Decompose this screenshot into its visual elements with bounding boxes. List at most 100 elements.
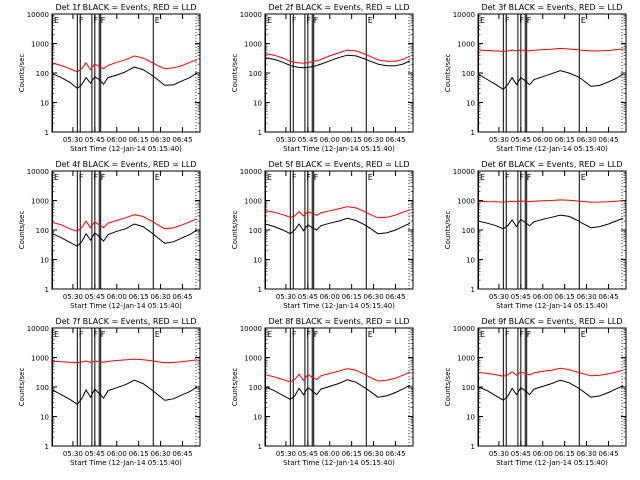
events-series-line (52, 66, 198, 90)
detector-panel: Det 6f BLACK = Events, RED = LLD 1 10 100 10… (444, 160, 627, 310)
x-tick-label: 06:00 (533, 450, 553, 458)
chart-title: Det 9f BLACK = Events, RED = LLD (481, 317, 622, 326)
interval-label: E (581, 173, 586, 182)
x-tick-label: 06:30 (363, 136, 383, 144)
chart-title: Det 6f BLACK = Events, RED = LLD (481, 160, 622, 169)
interval-label: E (267, 16, 272, 25)
y-axis-label: Counts/sec (231, 54, 239, 93)
x-tick-label: 06:30 (150, 293, 170, 301)
x-tick-label: 05:30 (63, 136, 83, 144)
lld-series-line (52, 214, 198, 232)
y-axis-label: Counts/sec (444, 211, 452, 250)
interval-label: E (581, 16, 586, 25)
x-tick-label: 06:00 (533, 293, 553, 301)
interval-label: E (155, 16, 160, 25)
y-tick-label: 1000 (244, 41, 262, 49)
detector-panel: Det 9f BLACK = Events, RED = LLD 1 10 100 10… (444, 317, 627, 467)
plot-frame (264, 170, 414, 290)
plot-frame (264, 327, 414, 447)
lld-series-line (52, 358, 198, 364)
x-tick-label: 06:45 (598, 293, 618, 301)
lld-series-line (265, 49, 411, 64)
x-tick-label: 05:30 (276, 136, 296, 144)
chart-title: Det 8f BLACK = Events, RED = LLD (268, 317, 409, 326)
y-tick-label: 100 (36, 384, 49, 392)
events-series-line (265, 217, 411, 235)
plot-frame (477, 327, 627, 447)
y-tick-label: 1 (258, 443, 262, 451)
interval-label: F (93, 173, 98, 182)
y-tick-label: 1 (258, 286, 262, 294)
interval-label: F (101, 173, 106, 182)
y-axis-label: Counts/sec (231, 368, 239, 407)
interval-label: F (314, 330, 319, 339)
y-tick-label: 10 (466, 100, 475, 108)
x-tick-label: 05:45 (511, 450, 531, 458)
detector-panel: Det 8f BLACK = Events, RED = LLD 1 10 100 10… (231, 317, 414, 467)
lld-series-line (265, 368, 411, 383)
lld-series-line (478, 367, 624, 377)
y-tick-label: 1000 (457, 355, 475, 363)
interval-label: E (480, 330, 485, 339)
interval-label: F (306, 330, 311, 339)
lld-series-line (265, 206, 411, 219)
y-tick-label: 100 (249, 384, 262, 392)
x-tick-label: 05:45 (298, 293, 318, 301)
interval-label: E (368, 173, 373, 182)
y-tick-label: 1 (471, 129, 475, 137)
x-tick-label: 05:30 (489, 293, 509, 301)
x-tick-label: 05:30 (63, 450, 83, 458)
detector-panel: Det 1f BLACK = Events, RED = LLD 1 10 100 10… (18, 3, 201, 153)
interval-label: F (505, 330, 510, 339)
x-tick-label: 06:00 (533, 136, 553, 144)
x-tick-label: 05:45 (298, 450, 318, 458)
plot-frame (477, 13, 627, 133)
y-tick-label: 10 (466, 257, 475, 265)
y-tick-label: 1 (45, 443, 49, 451)
x-tick-label: 06:45 (385, 293, 405, 301)
events-series-line (478, 70, 624, 90)
y-tick-label: 100 (462, 384, 475, 392)
x-tick-label: 05:30 (276, 293, 296, 301)
interval-label: F (527, 173, 532, 182)
x-tick-label: 06:30 (150, 136, 170, 144)
x-tick-label: 06:45 (385, 450, 405, 458)
y-tick-label: 1 (471, 443, 475, 451)
interval-label: E (480, 173, 485, 182)
x-axis-label: Start Time (12-Jan-14 05:15:40) (496, 459, 608, 467)
y-axis-label: Counts/sec (444, 54, 452, 93)
y-tick-label: 10000 (27, 11, 49, 19)
detector-panel: Det 2f BLACK = Events, RED = LLD 1 10 100 10… (231, 3, 414, 153)
y-tick-label: 10000 (27, 325, 49, 333)
y-tick-label: 10 (253, 257, 262, 265)
lld-series-line (52, 55, 198, 73)
x-axis-label: Start Time (12-Jan-14 05:15:40) (283, 459, 395, 467)
plot-frame (51, 327, 201, 447)
x-tick-label: 06:45 (172, 136, 192, 144)
events-series-line (52, 379, 198, 405)
events-series-line (52, 223, 198, 247)
y-axis-label: Counts/sec (231, 211, 239, 250)
x-tick-label: 06:15 (555, 136, 575, 144)
interval-label: F (292, 173, 297, 182)
y-axis-label: Counts/sec (18, 368, 26, 407)
x-tick-label: 06:15 (342, 136, 362, 144)
y-tick-label: 10 (253, 100, 262, 108)
y-tick-label: 1000 (244, 198, 262, 206)
x-axis-label: Start Time (12-Jan-14 05:15:40) (70, 145, 182, 153)
events-series-line (265, 379, 411, 400)
y-tick-label: 1 (45, 286, 49, 294)
y-tick-label: 10000 (453, 11, 475, 19)
y-tick-label: 10000 (240, 168, 262, 176)
x-tick-label: 06:45 (385, 136, 405, 144)
y-axis-label: Counts/sec (444, 368, 452, 407)
y-tick-label: 100 (462, 227, 475, 235)
x-tick-label: 05:45 (511, 293, 531, 301)
y-tick-label: 100 (249, 227, 262, 235)
chart-title: Det 1f BLACK = Events, RED = LLD (55, 3, 196, 12)
chart-title: Det 7f BLACK = Events, RED = LLD (55, 317, 196, 326)
interval-label: F (519, 16, 524, 25)
events-series-line (478, 379, 624, 401)
y-tick-label: 1 (45, 129, 49, 137)
y-tick-label: 1000 (31, 355, 49, 363)
